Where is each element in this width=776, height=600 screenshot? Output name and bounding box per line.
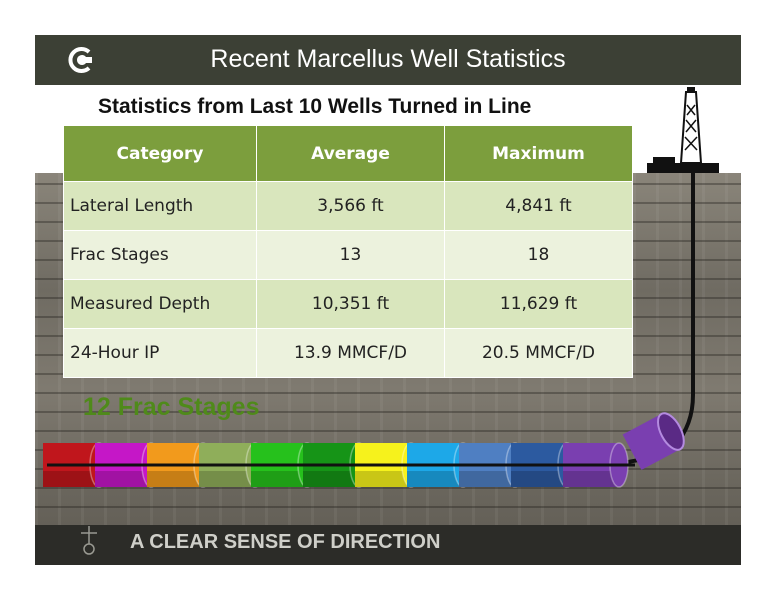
table-subtitle: Statistics from Last 10 Wells Turned in … — [98, 95, 532, 118]
row-maximum: 20.5 MMCF/D — [444, 328, 633, 378]
drilling-rig-icon — [647, 87, 719, 173]
row-maximum: 4,841 ft — [444, 181, 633, 231]
row-average: 13 — [256, 230, 445, 280]
frac-stages-label: 12 Frac Stages — [83, 393, 260, 421]
slide: Recent Marcellus Well Statistics Statist… — [35, 35, 741, 565]
table-row: 24-Hour IP 13.9 MMCF/D 20.5 MMCF/D — [63, 328, 633, 378]
row-maximum: 18 — [444, 230, 633, 280]
table-row: Frac Stages 13 18 — [63, 230, 633, 280]
frac-stage-cylinder — [622, 412, 685, 470]
table-header-row: Category Average Maximum — [63, 125, 633, 182]
table-row: Measured Depth 10,351 ft 11,629 ft — [63, 279, 633, 329]
row-category: 24-Hour IP — [63, 328, 257, 378]
row-average: 3,566 ft — [256, 181, 445, 231]
wellbore-diagram — [43, 87, 719, 488]
frac-stages — [43, 412, 685, 488]
row-maximum: 11,629 ft — [444, 279, 633, 329]
table-row: Lateral Length 3,566 ft 4,841 ft — [63, 181, 633, 231]
row-category: Measured Depth — [63, 279, 257, 329]
title-bar: Recent Marcellus Well Statistics — [35, 35, 741, 85]
rig-outline-icon — [81, 526, 97, 555]
footer-bar — [35, 525, 741, 565]
slide-title: Recent Marcellus Well Statistics — [210, 45, 566, 73]
header-category: Category — [63, 125, 257, 182]
company-logo-icon — [68, 47, 92, 73]
row-average: 10,351 ft — [256, 279, 445, 329]
statistics-table: Category Average Maximum Lateral Length … — [63, 125, 633, 378]
row-category: Lateral Length — [63, 181, 257, 231]
header-average: Average — [256, 125, 445, 182]
row-category: Frac Stages — [63, 230, 257, 280]
header-maximum: Maximum — [444, 125, 633, 182]
tagline: A CLEAR SENSE OF DIRECTION — [130, 531, 441, 553]
row-average: 13.9 MMCF/D — [256, 328, 445, 378]
